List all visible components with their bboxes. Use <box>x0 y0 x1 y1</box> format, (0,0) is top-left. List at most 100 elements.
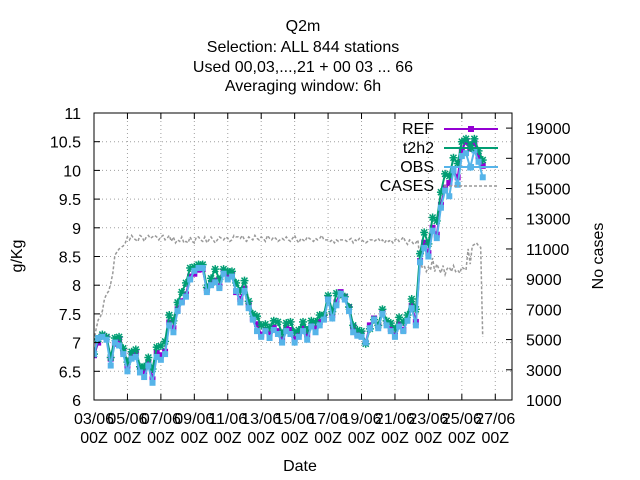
data-point <box>300 328 306 335</box>
data-point <box>446 180 453 187</box>
title-line-4: Averaging window: 6h <box>225 78 381 95</box>
data-point <box>471 139 478 146</box>
data-point <box>421 239 428 246</box>
x-tick-label-date: 15/06 <box>275 411 315 428</box>
axes: 03/0600Z05/0600Z07/0600Z09/0600Z11/0600Z… <box>50 106 571 447</box>
data-point-stroke <box>132 345 140 354</box>
data-point <box>475 158 482 165</box>
data-point <box>199 264 206 271</box>
data-point <box>191 267 198 274</box>
data-point <box>279 339 286 346</box>
data-point <box>383 322 390 329</box>
data-point <box>254 328 261 335</box>
data-point <box>433 235 440 242</box>
data-point-stroke <box>462 135 470 143</box>
data-point <box>170 329 177 336</box>
y2-tick-label: 11000 <box>526 242 569 259</box>
data-point <box>245 305 252 312</box>
data-point <box>95 335 102 342</box>
y-tick-label: 10 <box>63 163 81 180</box>
data-point <box>107 362 114 369</box>
data-point-stroke <box>429 213 437 221</box>
data-point <box>286 317 295 326</box>
data-point <box>203 289 210 296</box>
data-point <box>287 330 294 337</box>
data-point <box>312 329 319 336</box>
data-point <box>299 317 307 326</box>
data-point <box>341 296 348 303</box>
data-point-stroke <box>395 313 403 321</box>
data-point <box>162 351 169 358</box>
data-point-stroke <box>228 267 236 275</box>
data-point <box>404 317 411 324</box>
y-tick-label: 9 <box>72 221 81 238</box>
data-point <box>145 359 152 366</box>
data-point <box>273 317 282 326</box>
x-tick-label-date: 09/06 <box>174 411 214 428</box>
data-point <box>216 285 223 292</box>
data-point <box>178 299 185 306</box>
legend: REF t2h2 OBS CASES <box>380 121 498 195</box>
data-point-stroke <box>261 320 269 328</box>
data-point <box>479 174 486 181</box>
data-point <box>224 276 231 283</box>
data-point <box>450 167 457 174</box>
x-tick-label-hour: 00Z <box>147 430 175 447</box>
data-point <box>141 374 148 381</box>
x-tick-label-hour: 00Z <box>481 430 509 447</box>
data-point <box>467 144 475 152</box>
y-tick-label: 8.5 <box>59 250 81 267</box>
data-point <box>308 323 315 330</box>
data-point-stroke <box>454 159 462 168</box>
data-point-stroke <box>449 154 458 162</box>
data-point <box>442 187 449 194</box>
series-cases <box>94 233 484 342</box>
data-point-stroke <box>186 264 194 272</box>
data-point <box>391 333 398 340</box>
data-point <box>337 290 344 297</box>
data-point <box>153 349 160 356</box>
x-tick-label-hour: 00Z <box>114 430 142 447</box>
data-point <box>437 204 444 211</box>
data-point-stroke <box>445 172 453 180</box>
x-tick-label-hour: 00Z <box>314 430 342 447</box>
data-point-stroke <box>295 326 303 334</box>
x-tick-label-date: 25/06 <box>442 411 482 428</box>
y-tick-label: 8 <box>72 278 81 295</box>
x-tick-label-hour: 00Z <box>80 430 108 447</box>
data-point <box>358 333 365 340</box>
data-point-stroke <box>207 274 215 282</box>
data-point-stroke <box>458 138 466 146</box>
data-point-stroke <box>299 318 307 326</box>
data-point <box>312 325 319 332</box>
data-point-stroke <box>153 343 161 351</box>
title-line-1: Q2m <box>286 18 321 35</box>
data-point <box>454 174 461 181</box>
data-point <box>211 265 220 274</box>
x-tick-label-hour: 00Z <box>381 430 409 447</box>
data-point <box>350 329 357 336</box>
data-point-stroke <box>165 311 173 319</box>
data-point <box>458 146 465 153</box>
data-point <box>428 213 437 222</box>
data-point <box>468 126 474 132</box>
y-tick-label: 10.5 <box>50 135 81 152</box>
data-point <box>128 355 135 362</box>
y2-tick-label: 13000 <box>526 212 571 229</box>
data-point <box>99 333 106 340</box>
x-tick-label-date: 05/06 <box>107 411 147 428</box>
data-point <box>266 330 273 337</box>
data-point <box>157 356 164 363</box>
data-point <box>283 328 290 335</box>
title-line-2: Selection: ALL 844 stations <box>207 39 399 56</box>
x-axis-label: Date <box>283 458 317 475</box>
data-point-stroke <box>257 321 265 329</box>
data-point <box>470 134 479 143</box>
data-point <box>366 325 373 332</box>
x-tick-label-date: 03/06 <box>74 411 114 428</box>
data-point-stroke <box>115 333 123 341</box>
data-point <box>345 308 352 315</box>
x-tick-label-date: 21/06 <box>375 411 415 428</box>
data-point <box>408 305 415 312</box>
